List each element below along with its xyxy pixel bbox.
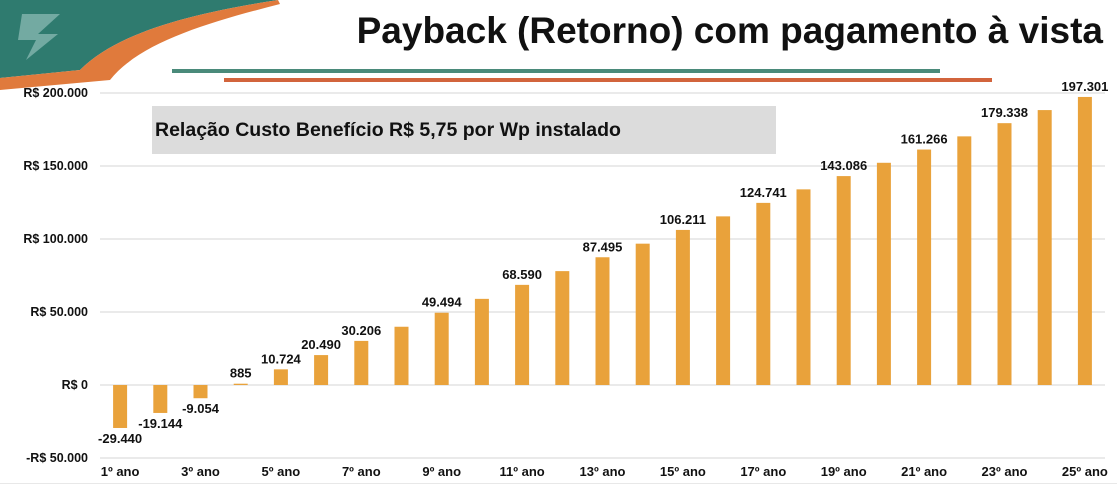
bottom-rule — [0, 483, 1117, 484]
data-label: 87.495 — [583, 239, 623, 254]
cost-benefit-note: Relação Custo Benefício R$ 5,75 por Wp i… — [152, 106, 776, 154]
x-tick-label: 5º ano — [262, 464, 301, 479]
bar — [153, 385, 168, 413]
bar — [997, 123, 1012, 386]
data-label: 106.211 — [660, 212, 706, 227]
x-tick-label: 19º ano — [821, 464, 867, 479]
y-tick-label: R$ 100.000 — [23, 232, 88, 246]
bar — [595, 257, 610, 385]
data-label: 30.206 — [341, 323, 381, 338]
bar — [434, 312, 449, 385]
data-label: 885 — [230, 366, 252, 381]
bar — [876, 162, 891, 385]
bar — [394, 326, 409, 385]
bar — [273, 369, 288, 385]
data-label: -9.054 — [182, 401, 220, 416]
data-label: 20.490 — [301, 337, 341, 352]
data-label: 179.338 — [981, 105, 1028, 120]
x-tick-label: 9º ano — [422, 464, 461, 479]
bar — [635, 243, 650, 385]
x-tick-label: 1º ano — [101, 464, 140, 479]
bar — [675, 229, 690, 385]
bar — [354, 340, 369, 385]
bar — [515, 284, 530, 385]
bar — [1037, 110, 1052, 385]
x-tick-label: 15º ano — [660, 464, 706, 479]
bar — [474, 298, 489, 385]
data-label: 197.301 — [1061, 79, 1108, 94]
data-label: 161.266 — [901, 132, 948, 147]
accent-line-green — [172, 69, 940, 73]
bar — [193, 385, 208, 399]
x-tick-label: 7º ano — [342, 464, 381, 479]
bar — [716, 216, 731, 385]
y-tick-label: -R$ 50.000 — [26, 451, 88, 465]
bar — [113, 385, 128, 428]
x-tick-label: 17º ano — [740, 464, 786, 479]
x-tick-label: 3º ano — [181, 464, 220, 479]
lightning-bolt-icon — [18, 14, 60, 60]
data-label: 124.741 — [740, 185, 787, 200]
bar — [796, 189, 811, 385]
y-tick-label: R$ 150.000 — [23, 159, 88, 173]
accent-line-orange — [224, 78, 992, 82]
x-tick-label: 11º ano — [499, 464, 544, 479]
bar — [233, 383, 248, 385]
data-label: 143.086 — [820, 158, 867, 173]
logo-lightning-bolt-icon — [0, 0, 280, 90]
bar — [314, 355, 329, 385]
y-tick-label: R$ 200.000 — [23, 86, 88, 100]
data-label: 68.590 — [502, 267, 542, 282]
bar — [917, 149, 932, 385]
data-label: 10.724 — [261, 351, 302, 366]
data-label: 49.494 — [422, 295, 463, 310]
bar — [756, 202, 771, 385]
y-tick-label: R$ 0 — [62, 378, 88, 392]
x-tick-label: 21º ano — [901, 464, 947, 479]
bar — [1077, 96, 1092, 385]
x-tick-label: 25º ano — [1062, 464, 1108, 479]
page-title: Payback (Retorno) com pagamento à vista — [356, 10, 1103, 51]
logo-teal-shape — [0, 0, 278, 78]
bar — [836, 176, 851, 385]
x-tick-label: 23º ano — [982, 464, 1028, 479]
x-tick-label: 13º ano — [580, 464, 626, 479]
bar — [957, 136, 972, 385]
y-tick-label: R$ 50.000 — [30, 305, 88, 319]
data-label: -19.144 — [138, 416, 183, 431]
data-label: -29.440 — [98, 431, 142, 446]
bar — [555, 271, 570, 385]
logo-orange-swoosh — [0, 0, 280, 90]
